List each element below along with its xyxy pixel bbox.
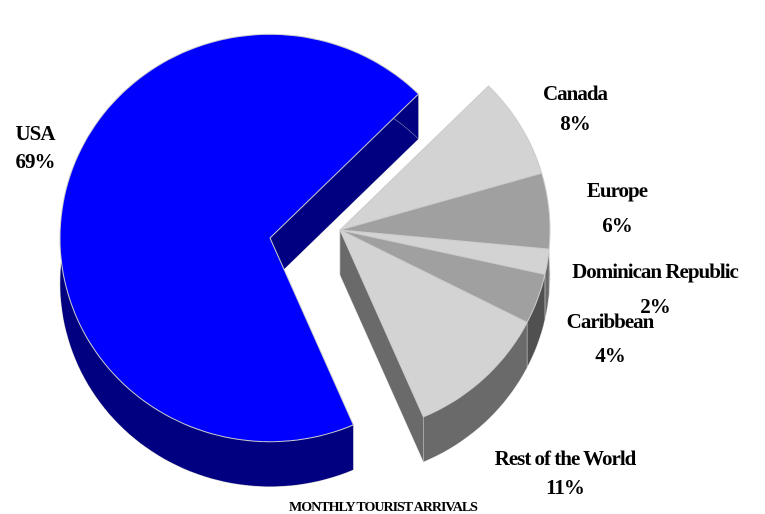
slice-label: Europe xyxy=(587,178,648,202)
slice-label: Canada xyxy=(543,81,609,105)
slice-label: Rest of the World xyxy=(495,446,637,470)
slice-value-label: 2% xyxy=(640,294,670,318)
slice-value-label: 69% xyxy=(16,149,55,173)
slice-label: Caribbean xyxy=(567,309,655,333)
slice-value-label: 6% xyxy=(602,213,632,237)
chart-title: MONTHLY TOURIST ARRIVALS xyxy=(289,500,478,514)
slice-label: USA xyxy=(15,121,56,145)
slice xyxy=(339,229,546,324)
slice-value-label: 8% xyxy=(560,111,590,135)
slice-value-label: 11% xyxy=(546,475,584,499)
slice xyxy=(339,85,543,231)
slice xyxy=(339,172,551,250)
slice-value-label: 4% xyxy=(595,343,625,367)
slice xyxy=(338,228,528,418)
slice-label: Dominican Republic xyxy=(572,259,738,283)
slice xyxy=(59,33,420,443)
